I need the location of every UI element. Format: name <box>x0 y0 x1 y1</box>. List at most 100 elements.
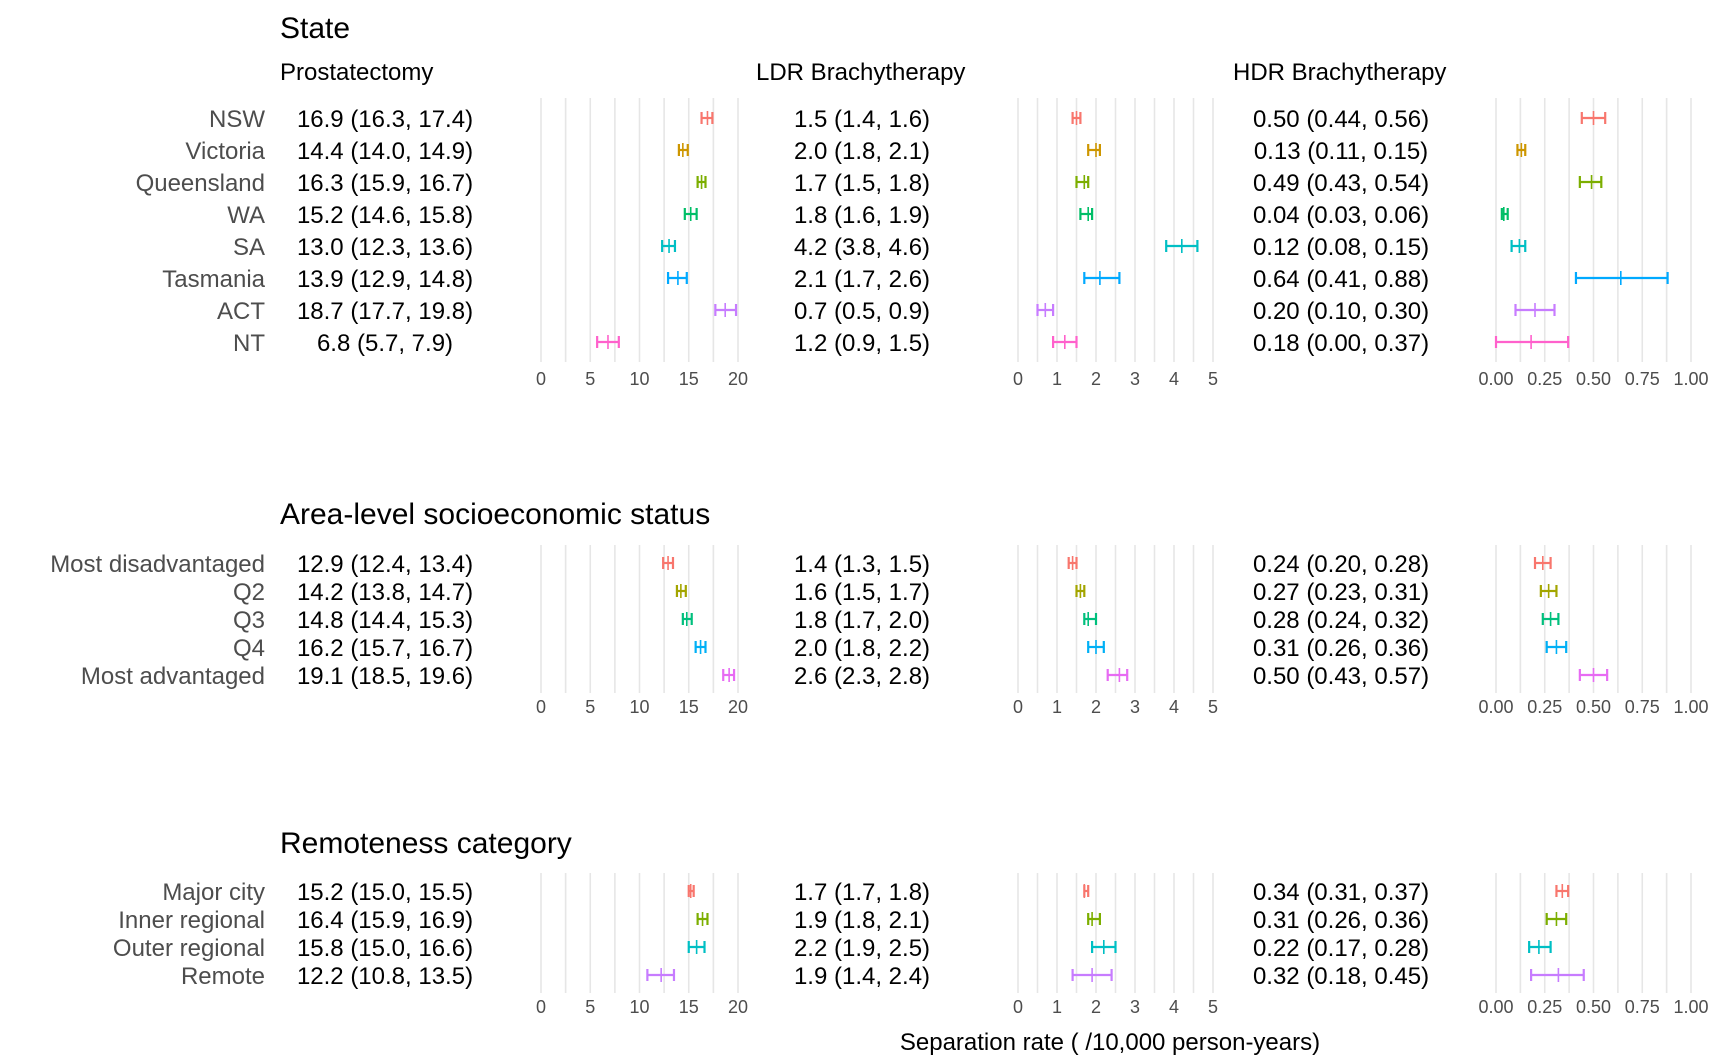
tick-label: 0.75 <box>1625 697 1660 717</box>
row-label: ACT <box>217 298 265 325</box>
tick-label: 0 <box>536 697 546 717</box>
tick-label: 0.25 <box>1527 369 1562 389</box>
section-title: State <box>280 12 350 45</box>
tick-label: 2 <box>1091 369 1101 389</box>
section-title: Area-level socioeconomic status <box>280 498 710 531</box>
tick-label: 0.25 <box>1527 997 1562 1017</box>
tick-label: 0 <box>1013 697 1023 717</box>
row-label: Most advantaged <box>81 663 265 690</box>
row-label: Q3 <box>233 607 265 634</box>
tick-label: 0.00 <box>1478 369 1513 389</box>
row-label: Remote <box>181 963 265 990</box>
tick-label: 1.00 <box>1673 697 1708 717</box>
tick-label: 0.75 <box>1625 369 1660 389</box>
row-label: Q4 <box>233 635 265 662</box>
estimate-label: 13.0 (12.3, 13.6) <box>297 234 473 261</box>
estimate-label: 0.50 (0.43, 0.57) <box>1253 663 1429 690</box>
row-label: Inner regional <box>118 907 265 934</box>
tick-label: 0 <box>1013 997 1023 1017</box>
estimate-label: 2.0 (1.8, 2.2) <box>794 635 930 662</box>
estimate-label: 16.2 (15.7, 16.7) <box>297 635 473 662</box>
estimate-label: 1.7 (1.7, 1.8) <box>794 879 930 906</box>
tick-label: 0.50 <box>1576 997 1611 1017</box>
tick-label: 20 <box>728 697 748 717</box>
estimate-label: 0.28 (0.24, 0.32) <box>1253 607 1429 634</box>
tick-label: 0.50 <box>1576 697 1611 717</box>
estimate-label: 0.24 (0.20, 0.28) <box>1253 551 1429 578</box>
x-axis-title: Separation rate ( /10,000 person-years) <box>900 1029 1320 1056</box>
estimate-label: 1.5 (1.4, 1.6) <box>794 106 930 133</box>
estimate-label: 13.9 (12.9, 14.8) <box>297 266 473 293</box>
estimate-label: 1.6 (1.5, 1.7) <box>794 579 930 606</box>
tick-label: 2 <box>1091 997 1101 1017</box>
column-title: LDR Brachytherapy <box>756 59 965 86</box>
tick-label: 15 <box>679 997 699 1017</box>
estimate-label: 12.9 (12.4, 13.4) <box>297 551 473 578</box>
estimate-label: 16.9 (16.3, 17.4) <box>297 106 473 133</box>
estimate-label: 0.04 (0.03, 0.06) <box>1253 202 1429 229</box>
row-label: NSW <box>209 106 265 133</box>
tick-label: 4 <box>1169 997 1179 1017</box>
tick-label: 1.00 <box>1673 369 1708 389</box>
estimate-label: 1.2 (0.9, 1.5) <box>794 330 930 357</box>
estimate-label: 1.9 (1.4, 2.4) <box>794 963 930 990</box>
tick-label: 10 <box>629 369 649 389</box>
tick-label: 15 <box>679 697 699 717</box>
tick-label: 10 <box>629 997 649 1017</box>
estimate-label: 16.4 (15.9, 16.9) <box>297 907 473 934</box>
tick-label: 15 <box>679 369 699 389</box>
tick-label: 3 <box>1130 997 1140 1017</box>
estimate-label: 1.8 (1.7, 2.0) <box>794 607 930 634</box>
tick-label: 4 <box>1169 697 1179 717</box>
tick-label: 2 <box>1091 697 1101 717</box>
row-label: SA <box>233 234 265 261</box>
estimate-label: 1.8 (1.6, 1.9) <box>794 202 930 229</box>
estimate-label: 14.4 (14.0, 14.9) <box>297 138 473 165</box>
estimate-label: 2.0 (1.8, 2.1) <box>794 138 930 165</box>
estimate-label: 1.9 (1.8, 2.1) <box>794 907 930 934</box>
column-title: HDR Brachytherapy <box>1233 59 1446 86</box>
tick-label: 20 <box>728 997 748 1017</box>
estimate-label: 0.18 (0.00, 0.37) <box>1253 330 1429 357</box>
tick-label: 5 <box>585 997 595 1017</box>
tick-label: 5 <box>1208 697 1218 717</box>
estimate-label: 18.7 (17.7, 19.8) <box>297 298 473 325</box>
tick-label: 0.25 <box>1527 697 1562 717</box>
estimate-label: 2.6 (2.3, 2.8) <box>794 663 930 690</box>
estimate-label: 0.12 (0.08, 0.15) <box>1253 234 1429 261</box>
tick-label: 1 <box>1052 697 1062 717</box>
tick-label: 0.00 <box>1478 697 1513 717</box>
estimate-label: 4.2 (3.8, 4.6) <box>794 234 930 261</box>
tick-label: 10 <box>629 697 649 717</box>
row-label: Major city <box>162 879 265 906</box>
tick-label: 1 <box>1052 997 1062 1017</box>
row-label: Most disadvantaged <box>50 551 265 578</box>
estimate-label: 2.2 (1.9, 2.5) <box>794 935 930 962</box>
estimate-label: 0.32 (0.18, 0.45) <box>1253 963 1429 990</box>
tick-label: 3 <box>1130 697 1140 717</box>
tick-label: 5 <box>1208 997 1218 1017</box>
tick-label: 0.50 <box>1576 369 1611 389</box>
tick-label: 5 <box>585 369 595 389</box>
estimate-label: 0.31 (0.26, 0.36) <box>1253 635 1429 662</box>
row-label: Victoria <box>185 138 265 165</box>
estimate-label: 14.8 (14.4, 15.3) <box>297 607 473 634</box>
tick-label: 3 <box>1130 369 1140 389</box>
estimate-label: 0.34 (0.31, 0.37) <box>1253 879 1429 906</box>
estimate-label: 16.3 (15.9, 16.7) <box>297 170 473 197</box>
estimate-label: 15.2 (14.6, 15.8) <box>297 202 473 229</box>
estimate-label: 6.8 (5.7, 7.9) <box>317 330 453 357</box>
estimate-label: 1.7 (1.5, 1.8) <box>794 170 930 197</box>
row-label: WA <box>227 202 265 229</box>
estimate-label: 19.1 (18.5, 19.6) <box>297 663 473 690</box>
estimate-label: 15.8 (15.0, 16.6) <box>297 935 473 962</box>
row-label: Q2 <box>233 579 265 606</box>
estimate-label: 14.2 (13.8, 14.7) <box>297 579 473 606</box>
tick-label: 1.00 <box>1673 997 1708 1017</box>
column-title: Prostatectomy <box>280 59 433 86</box>
row-label: NT <box>233 330 265 357</box>
estimate-label: 2.1 (1.7, 2.6) <box>794 266 930 293</box>
tick-label: 1 <box>1052 369 1062 389</box>
tick-label: 0 <box>1013 369 1023 389</box>
tick-label: 5 <box>585 697 595 717</box>
